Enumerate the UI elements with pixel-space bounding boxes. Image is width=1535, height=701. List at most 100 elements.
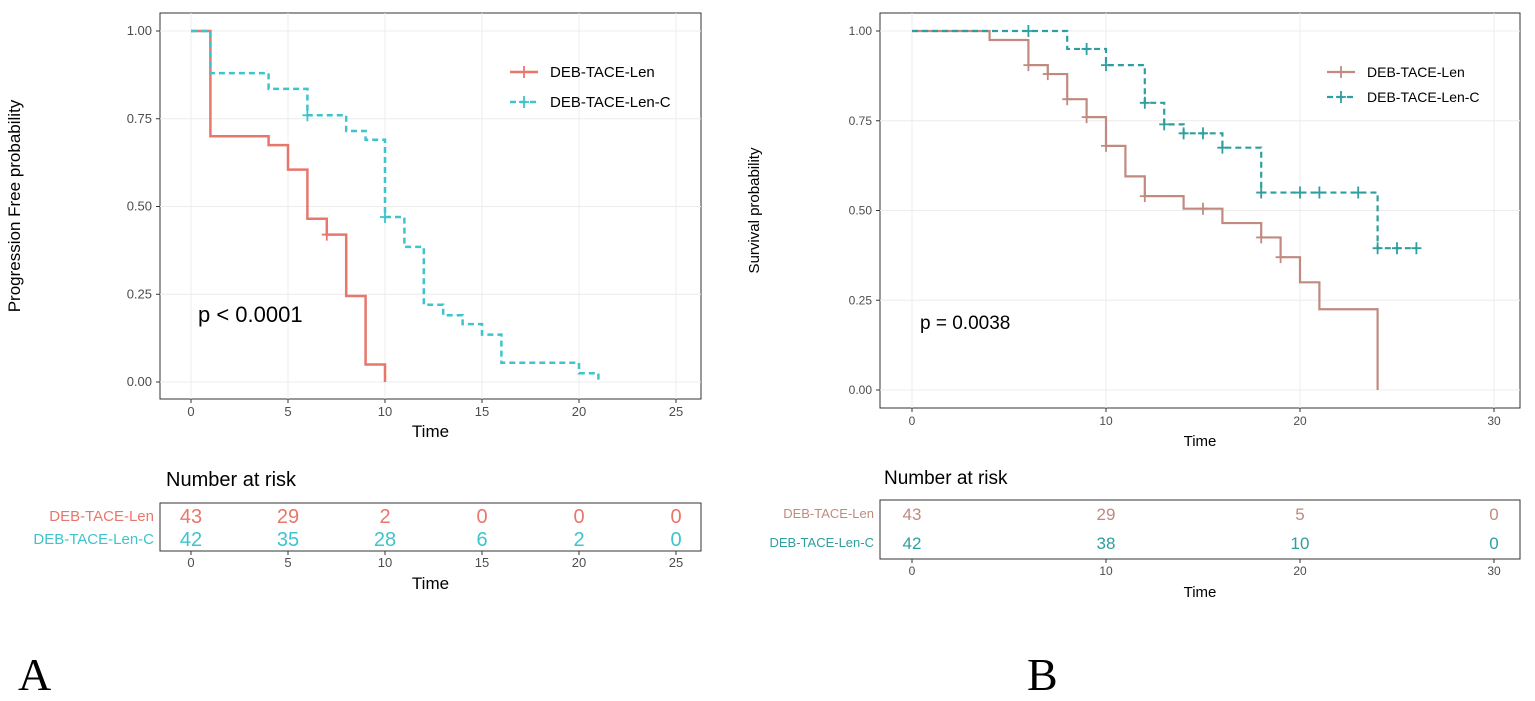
b-y-axis-title: Survival probability	[746, 147, 763, 273]
a-risk-count: 2	[379, 506, 390, 528]
a-risk-count: 28	[374, 529, 396, 551]
b-censor-mark	[1372, 242, 1383, 255]
a-legend-label: DEB-TACE-Len	[550, 64, 655, 81]
b-risk-x-axis-title: Time	[1184, 584, 1217, 601]
b-censor-mark	[1198, 127, 1208, 140]
a-risk-count: 0	[670, 529, 681, 551]
b-risk-x-tick-label: 0	[909, 564, 916, 578]
b-legend-key-censor	[1336, 91, 1346, 103]
b-risk-count: 43	[903, 505, 922, 524]
b-censor-mark	[1411, 242, 1422, 255]
a-risk-x-tick-label: 0	[187, 555, 194, 570]
a-y-tick-label: 1.00	[127, 23, 152, 38]
a-series-line-lenc	[191, 29, 600, 382]
b-censor-mark	[1101, 59, 1111, 72]
a-risk-count: 43	[180, 506, 202, 528]
a-risk-x-tick-label: 25	[669, 555, 683, 570]
b-x-tick-label: 20	[1293, 414, 1307, 428]
b-censor-mark	[1159, 118, 1170, 131]
a-censor-mark	[302, 109, 313, 122]
b-risk-count: 5	[1295, 505, 1304, 524]
a-risk-table-title: Number at risk	[166, 469, 297, 491]
a-x-tick-label: 5	[284, 404, 291, 419]
a-risk-x-tick-label: 10	[378, 555, 392, 570]
b-risk-count: 42	[903, 534, 922, 553]
b-x-tick-label: 30	[1487, 414, 1501, 428]
a-risk-x-tick-label: 15	[475, 555, 489, 570]
a-legend-key-censor	[519, 66, 529, 78]
b-legend-key-censor	[1336, 66, 1346, 78]
b-legend-label: DEB-TACE-Len	[1367, 64, 1465, 80]
a-risk-count: 42	[180, 529, 202, 551]
b-risk-count: 38	[1097, 534, 1116, 553]
panel-label-b: B	[1027, 649, 1058, 700]
b-risk-count: 10	[1291, 534, 1310, 553]
a-p-value: p < 0.0001	[198, 302, 303, 327]
b-censor-mark	[1392, 242, 1402, 255]
a-x-tick-label: 25	[669, 404, 683, 419]
a-risk-table-border	[159, 502, 702, 552]
b-legend-label: DEB-TACE-Len-C	[1367, 89, 1480, 105]
a-y-tick-label: 0.00	[127, 374, 152, 389]
b-series-line-lenc	[912, 29, 1417, 250]
b-censor-mark	[1217, 141, 1228, 154]
b-censor-mark	[1178, 127, 1189, 140]
a-x-tick-label: 15	[475, 404, 489, 419]
a-legend-key-censor	[519, 96, 529, 108]
b-series-line-len	[912, 29, 1379, 390]
a-risk-x-tick-label: 20	[572, 555, 586, 570]
b-censor-mark	[1295, 186, 1305, 199]
a-x-tick-label: 10	[378, 404, 392, 419]
a-risk-count: 0	[573, 506, 584, 528]
b-risk-count: 29	[1097, 505, 1116, 524]
a-risk-count: 29	[277, 506, 299, 528]
b-censor-mark	[1023, 59, 1034, 72]
a-risk-x-axis-title: Time	[412, 574, 449, 593]
a-y-tick-label: 0.75	[127, 111, 152, 126]
panel-b-chart: 0.00 0.25 0.50 0.75 1.00 0 10 20 30 Time Survival …	[746, 12, 1521, 601]
a-x-tick-label: 0	[187, 404, 194, 419]
b-risk-x-tick-label: 30	[1487, 564, 1501, 578]
b-censor-mark	[1256, 186, 1267, 199]
a-series-line-len	[191, 29, 387, 382]
b-censor-mark	[1062, 93, 1073, 106]
b-risk-count: 0	[1489, 534, 1498, 553]
a-risk-count: 6	[476, 529, 487, 551]
b-censor-mark	[1023, 25, 1034, 37]
b-y-tick-label: 0.75	[849, 114, 873, 128]
a-x-axis-title: Time	[412, 422, 449, 441]
a-risk-count: 0	[476, 506, 487, 528]
b-y-tick-label: 0.25	[849, 293, 873, 307]
panel-label-a: A	[18, 649, 52, 700]
b-risk-x-tick-label: 10	[1099, 564, 1113, 578]
a-censor-mark	[380, 211, 390, 224]
a-x-tick-label: 20	[572, 404, 586, 419]
b-risk-row-name: DEB-TACE-Len	[783, 506, 874, 521]
b-censor-mark	[1314, 186, 1325, 199]
b-risk-x-tick-label: 20	[1293, 564, 1307, 578]
a-risk-count: 35	[277, 529, 299, 551]
a-y-tick-label: 0.50	[127, 199, 152, 214]
b-censor-mark	[1275, 251, 1286, 264]
b-x-axis-title: Time	[1184, 433, 1217, 450]
b-risk-table-border	[879, 499, 1521, 560]
a-risk-x-tick-label: 5	[284, 555, 291, 570]
b-p-value: p = 0.0038	[920, 313, 1010, 334]
a-y-tick-label: 0.25	[127, 286, 152, 301]
b-x-tick-label: 0	[909, 414, 916, 428]
a-risk-row-name: DEB-TACE-Len	[49, 508, 154, 525]
a-legend-label: DEB-TACE-Len-C	[550, 94, 671, 111]
b-censor-mark	[1042, 68, 1053, 81]
b-risk-row-name: DEB-TACE-Len-C	[769, 535, 874, 550]
b-censor-mark	[1198, 202, 1208, 215]
panel-a-chart: 0.000.250.500.751.000 5 10 15 20 25TimeProgre…	[5, 12, 702, 593]
a-risk-count: 0	[670, 506, 681, 528]
a-risk-row-name: DEB-TACE-Len-C	[33, 531, 154, 548]
b-y-tick-label: 0.00	[849, 383, 873, 397]
b-censor-mark	[1256, 231, 1267, 244]
b-censor-mark	[1139, 96, 1150, 109]
a-risk-count: 2	[573, 529, 584, 551]
b-y-tick-label: 0.50	[849, 204, 873, 218]
a-y-axis-title: Progression Free probability	[5, 99, 24, 312]
